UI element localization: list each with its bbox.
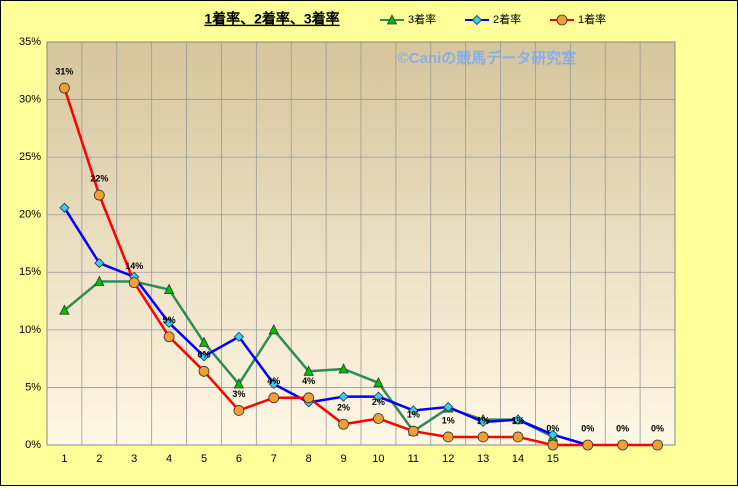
data-point <box>59 82 70 94</box>
data-point <box>303 392 315 404</box>
x-tick-label: 9 <box>340 453 346 465</box>
data-point <box>373 376 384 388</box>
x-tick-label: 15 <box>547 453 559 465</box>
data-point <box>59 202 70 213</box>
y-tick-label: 10% <box>19 324 41 336</box>
y-tick-label: 5% <box>25 381 41 393</box>
value-label: 1% <box>511 415 524 425</box>
value-label: 22% <box>90 174 108 184</box>
chart-title: 1着率、2着率、3着率 <box>204 11 339 27</box>
value-label: 0% <box>581 423 594 433</box>
data-point <box>233 331 244 342</box>
data-point <box>163 283 175 294</box>
x-tick-label: 7 <box>271 453 277 465</box>
y-tick-label: 0% <box>25 439 41 451</box>
x-tick-label: 2 <box>96 453 102 465</box>
data-point <box>198 336 210 347</box>
legend-marker <box>471 14 483 26</box>
x-tick-label: 13 <box>477 453 489 465</box>
x-tick-label: 10 <box>372 453 384 465</box>
data-point <box>478 416 489 428</box>
x-tick-label: 1 <box>61 453 67 465</box>
y-tick-label: 15% <box>19 266 41 278</box>
data-point <box>617 439 629 451</box>
data-point <box>268 323 279 335</box>
data-point <box>338 363 349 374</box>
data-point <box>163 331 175 343</box>
x-tick-label: 14 <box>512 453 524 465</box>
series-line <box>63 87 658 447</box>
legend-marker <box>556 14 568 26</box>
data-point <box>94 275 105 286</box>
legend-label: 1着率 <box>578 12 606 26</box>
data-point <box>198 351 210 362</box>
x-tick-label: 12 <box>442 453 454 465</box>
data-point <box>582 439 594 451</box>
data-point <box>477 431 489 443</box>
data-point <box>652 439 663 451</box>
x-tick-label: 11 <box>408 453 419 465</box>
x-tick-label: 5 <box>201 453 207 465</box>
data-point <box>303 365 314 376</box>
data-point <box>268 378 279 390</box>
value-label: 0% <box>651 423 664 433</box>
series-line <box>63 207 589 447</box>
data-point <box>373 391 384 402</box>
value-label: 4% <box>267 376 280 386</box>
data-point <box>233 405 245 416</box>
y-tick-label: 35% <box>19 36 41 48</box>
data-point <box>547 429 558 440</box>
value-label: 9% <box>163 315 176 325</box>
legend-label: 2着率 <box>493 12 521 26</box>
data-point <box>547 439 559 451</box>
x-tick-label: 6 <box>236 453 242 465</box>
x-tick-label: 4 <box>166 453 172 465</box>
value-label: 1% <box>477 415 490 425</box>
data-point <box>408 405 419 416</box>
legend-marker <box>386 14 398 25</box>
y-tick-label: 30% <box>19 93 41 105</box>
data-point <box>338 391 349 402</box>
value-label: 2% <box>372 397 385 407</box>
data-point <box>512 431 524 443</box>
y-tick-label: 25% <box>19 151 41 163</box>
data-point <box>268 392 280 404</box>
data-point <box>443 401 454 413</box>
data-point <box>442 431 454 443</box>
value-label: 31% <box>55 66 73 76</box>
data-point <box>93 189 105 201</box>
value-label: 1% <box>407 410 420 420</box>
data-point <box>94 258 105 269</box>
data-point <box>164 317 175 329</box>
value-label: 4% <box>302 376 315 386</box>
y-tick-label: 20% <box>19 209 41 221</box>
data-point <box>338 418 349 430</box>
value-label: 1% <box>442 415 455 425</box>
legend-label: 3着率 <box>408 12 436 26</box>
watermark: ©Caniの競馬データ研究室 <box>398 49 577 67</box>
data-point <box>373 413 384 424</box>
data-point <box>233 378 245 389</box>
value-label: 0% <box>546 423 559 433</box>
value-label: 14% <box>125 261 143 271</box>
value-label: 2% <box>337 403 350 413</box>
plot-border <box>46 41 676 446</box>
data-point <box>512 414 524 425</box>
data-point <box>128 277 140 289</box>
value-label: 6% <box>197 350 210 360</box>
data-point <box>407 425 419 437</box>
data-point <box>198 365 210 377</box>
x-tick-label: 8 <box>306 453 312 465</box>
data-point <box>59 304 70 315</box>
value-label: 0% <box>616 423 629 433</box>
value-label: 3% <box>232 389 245 399</box>
x-tick-label: 3 <box>131 453 137 465</box>
